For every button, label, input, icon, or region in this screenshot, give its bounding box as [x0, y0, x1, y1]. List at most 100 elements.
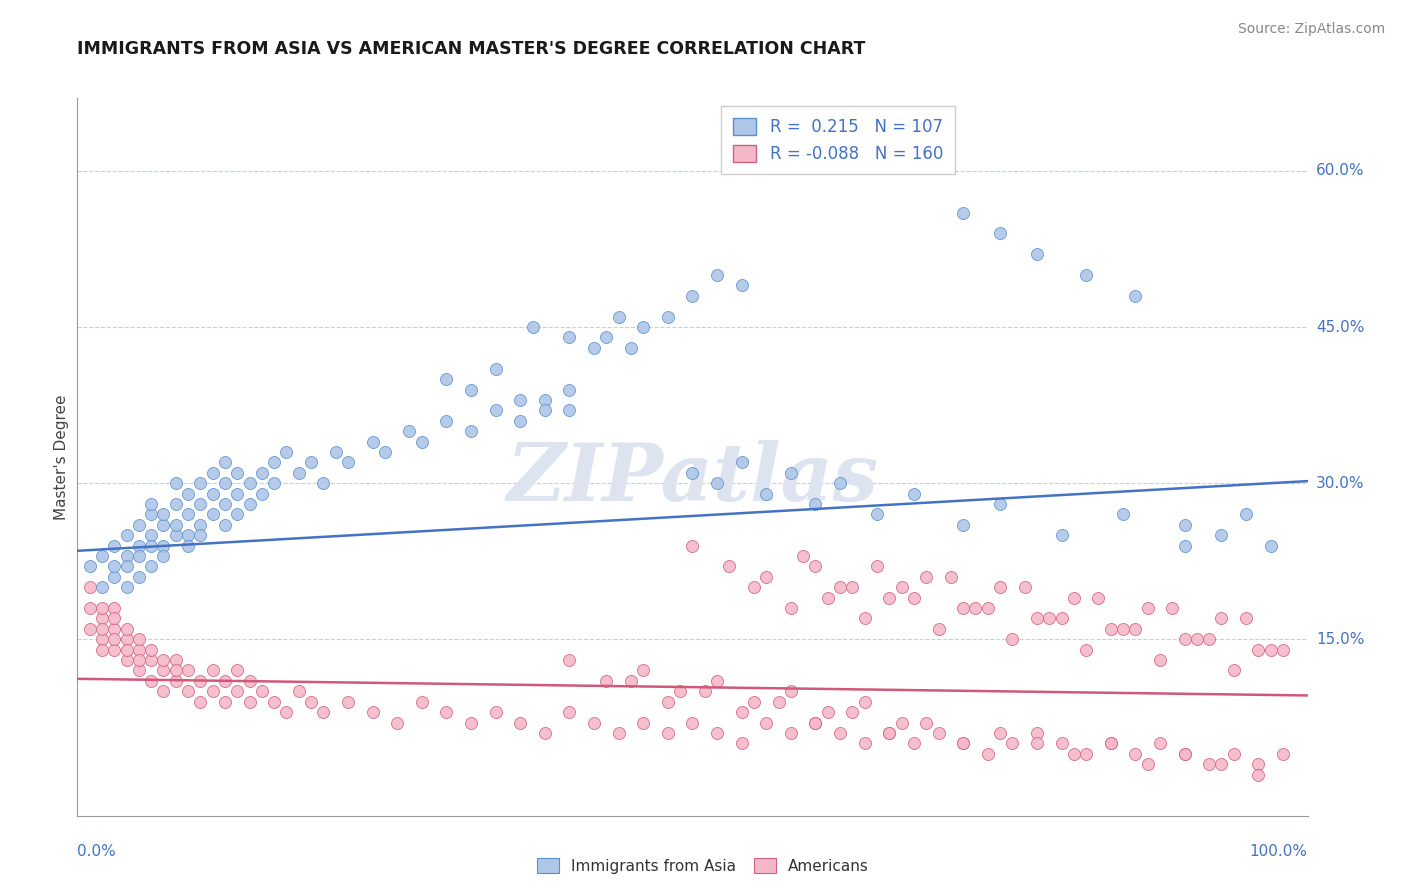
Point — [79, 601, 101, 615]
Text: 0.0%: 0.0% — [77, 844, 117, 859]
Point — [90, 632, 114, 647]
Point — [115, 632, 138, 647]
Point — [706, 476, 728, 491]
Point — [165, 673, 187, 688]
Point — [1174, 517, 1197, 532]
Point — [79, 622, 101, 636]
Point — [928, 726, 950, 740]
Point — [903, 591, 925, 605]
Point — [952, 736, 974, 750]
Point — [263, 476, 285, 491]
Point — [103, 559, 125, 574]
Point — [226, 508, 249, 522]
Point — [385, 715, 409, 730]
Point — [952, 736, 974, 750]
Point — [263, 695, 285, 709]
Point — [141, 642, 163, 657]
Point — [558, 653, 581, 667]
Text: 45.0%: 45.0% — [1316, 319, 1364, 334]
Point — [201, 664, 224, 678]
Point — [669, 684, 692, 698]
Point — [988, 726, 1011, 740]
Point — [988, 580, 1011, 594]
Point — [214, 673, 236, 688]
Point — [141, 528, 163, 542]
Point — [165, 664, 187, 678]
Point — [1026, 247, 1049, 261]
Point — [817, 591, 839, 605]
Point — [90, 622, 114, 636]
Point — [952, 517, 974, 532]
Point — [214, 497, 236, 511]
Point — [742, 695, 765, 709]
Point — [188, 497, 212, 511]
Point — [718, 559, 741, 574]
Point — [879, 726, 901, 740]
Point — [706, 673, 728, 688]
Point — [436, 705, 458, 719]
Point — [731, 455, 754, 469]
Point — [411, 695, 433, 709]
Point — [90, 611, 114, 625]
Point — [534, 392, 557, 407]
Point — [657, 695, 679, 709]
Point — [188, 673, 212, 688]
Point — [522, 320, 544, 334]
Point — [657, 310, 679, 324]
Point — [79, 559, 101, 574]
Point — [436, 372, 458, 386]
Point — [1076, 268, 1098, 282]
Point — [188, 528, 212, 542]
Point — [830, 580, 852, 594]
Point — [485, 705, 508, 719]
Point — [682, 715, 704, 730]
Point — [915, 570, 938, 584]
Point — [103, 601, 125, 615]
Point — [866, 559, 889, 574]
Point — [103, 622, 125, 636]
Point — [804, 559, 827, 574]
Point — [460, 715, 482, 730]
Point — [879, 726, 901, 740]
Point — [804, 715, 827, 730]
Point — [1125, 622, 1147, 636]
Legend: R =  0.215   N = 107, R = -0.088   N = 160: R = 0.215 N = 107, R = -0.088 N = 160 — [721, 106, 955, 175]
Point — [128, 570, 150, 584]
Point — [742, 580, 765, 594]
Point — [1211, 611, 1233, 625]
Point — [1063, 591, 1085, 605]
Point — [620, 341, 643, 355]
Point — [201, 508, 224, 522]
Point — [165, 497, 187, 511]
Point — [1185, 632, 1208, 647]
Point — [607, 726, 630, 740]
Point — [780, 684, 803, 698]
Point — [607, 310, 630, 324]
Point — [103, 632, 125, 647]
Point — [1112, 508, 1135, 522]
Point — [165, 653, 187, 667]
Point — [141, 559, 163, 574]
Point — [804, 715, 827, 730]
Point — [768, 695, 790, 709]
Point — [755, 486, 778, 500]
Point — [361, 705, 384, 719]
Point — [1026, 726, 1049, 740]
Point — [1026, 611, 1049, 625]
Point — [965, 601, 987, 615]
Point — [201, 466, 224, 480]
Point — [165, 517, 187, 532]
Point — [1272, 642, 1295, 657]
Point — [731, 705, 754, 719]
Point — [141, 653, 163, 667]
Point — [460, 424, 482, 438]
Point — [436, 414, 458, 428]
Point — [177, 664, 200, 678]
Point — [1050, 736, 1073, 750]
Point — [890, 715, 912, 730]
Point — [250, 684, 273, 698]
Text: IMMIGRANTS FROM ASIA VS AMERICAN MASTER'S DEGREE CORRELATION CHART: IMMIGRANTS FROM ASIA VS AMERICAN MASTER'… — [77, 40, 866, 58]
Point — [583, 715, 606, 730]
Point — [226, 486, 249, 500]
Point — [90, 601, 114, 615]
